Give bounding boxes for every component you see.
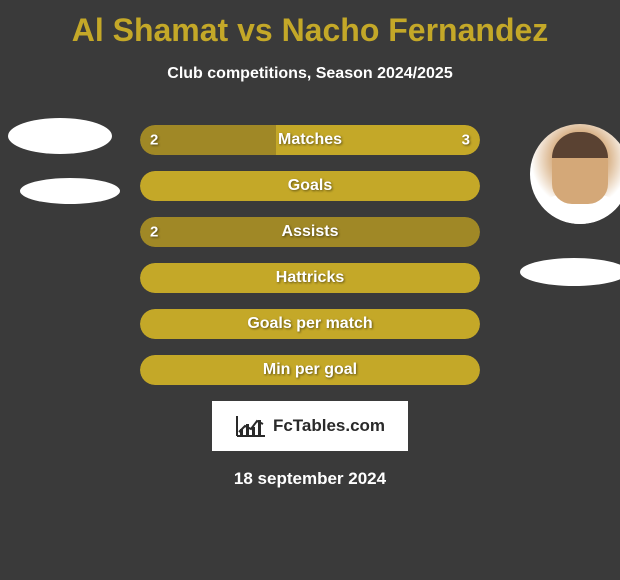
page-subtitle: Club competitions, Season 2024/2025 (0, 65, 620, 83)
bar-value-right: 3 (462, 132, 470, 149)
bar-row: Goals (0, 171, 620, 201)
bar-row: Goals per match (0, 309, 620, 339)
bar-container: Matches 2 3 (140, 125, 480, 155)
bar-label: Goals per match (247, 315, 372, 333)
page-title: Al Shamat vs Nacho Fernandez (0, 0, 620, 49)
bar-label: Matches (278, 131, 342, 149)
bar-segment-left (140, 125, 276, 155)
bar-row: Assists 2 (0, 217, 620, 247)
bar-row: Hattricks (0, 263, 620, 293)
badge-text: FcTables.com (273, 416, 385, 436)
bar-container: Assists 2 (140, 217, 480, 247)
bar-label: Hattricks (276, 269, 344, 287)
date-label: 18 september 2024 (0, 469, 620, 489)
bar-value-left: 2 (150, 132, 158, 149)
bar-container: Hattricks (140, 263, 480, 293)
bar-label: Goals (288, 177, 332, 195)
bar-label: Assists (282, 223, 339, 241)
chart-area: Matches 2 3 Goals Assists 2 Hattricks Goals per… (0, 125, 620, 385)
bar-container: Goals per match (140, 309, 480, 339)
bar-row: Matches 2 3 (0, 125, 620, 155)
bar-container: Goals (140, 171, 480, 201)
bar-label: Min per goal (263, 361, 357, 379)
bar-value-left: 2 (150, 224, 158, 241)
bar-container: Min per goal (140, 355, 480, 385)
bar-row: Min per goal (0, 355, 620, 385)
source-badge: FcTables.com (212, 401, 408, 451)
chart-icon (235, 414, 267, 438)
